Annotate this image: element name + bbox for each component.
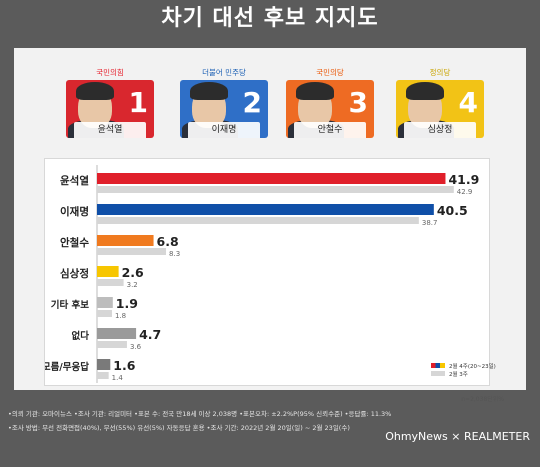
footer-line-2: •조사 방법: 무선 전화면접(40%), 무선(55%) 유선(5%) 자동응… bbox=[8, 424, 350, 432]
bar-previous bbox=[97, 186, 454, 193]
value-label-current: 1.9 bbox=[116, 296, 138, 311]
value-label-current: 2.6 bbox=[122, 265, 144, 280]
legend-label-previous: 2월 3주 bbox=[449, 372, 468, 378]
legend-label-current: 2월 4주(20~23일) bbox=[449, 364, 496, 370]
candidate-card: 정의당 4 심상정 bbox=[396, 68, 484, 138]
value-label-current: 40.5 bbox=[437, 203, 468, 218]
bar-chart: 윤석열 41.9 42.9 이재명 40.5 38.7 안철수 6.8 8.3 심상정 2.6 3.2… bbox=[42, 158, 496, 386]
candidate-photo: 3 안철수 bbox=[286, 80, 374, 138]
category-label: 심상정 bbox=[60, 267, 89, 280]
category-label: 없다 bbox=[72, 330, 90, 342]
candidate-hair bbox=[296, 82, 334, 100]
bar-current bbox=[97, 204, 434, 215]
chart-title: 차기 대선 후보 지지도 bbox=[161, 6, 379, 31]
candidate-number: 4 bbox=[458, 86, 478, 119]
candidate-photo: 2 이재명 bbox=[180, 80, 268, 138]
bar-current bbox=[97, 173, 446, 184]
bar-current bbox=[97, 297, 113, 308]
value-label-previous: 3.6 bbox=[130, 343, 142, 351]
candidate-hair bbox=[190, 82, 228, 100]
bar-current bbox=[97, 266, 119, 277]
value-label-current: 6.8 bbox=[157, 234, 179, 249]
bar-previous bbox=[97, 341, 127, 348]
bar-previous bbox=[97, 372, 109, 379]
value-label-previous: 1.8 bbox=[115, 312, 126, 320]
bar-previous bbox=[97, 217, 419, 224]
value-label-previous: 8.3 bbox=[169, 250, 180, 258]
party-name: 더불어 민주당 bbox=[202, 68, 246, 77]
value-label-previous: 38.7 bbox=[422, 219, 438, 227]
category-label: 안철수 bbox=[60, 236, 89, 249]
candidate-photo: 4 심상정 bbox=[396, 80, 484, 138]
party-name: 국민의힘 bbox=[96, 68, 124, 77]
value-label-previous: 42.9 bbox=[457, 188, 473, 196]
candidate-name: 이재명 bbox=[188, 122, 260, 138]
brand-logo: OhmyNews × REALMETER bbox=[385, 430, 530, 443]
value-label-previous: 3.2 bbox=[127, 281, 138, 289]
category-label: 모름/무응답 bbox=[45, 361, 89, 373]
candidate-number: 2 bbox=[242, 86, 262, 119]
candidate-card: 국민의당 3 안철수 bbox=[286, 68, 374, 138]
footer-line-1: •의뢰 기관: 오마이뉴스 •조사 기관: 리얼미터 •표본 수: 전국 만18… bbox=[8, 410, 392, 418]
value-label-previous: 1.4 bbox=[112, 374, 124, 382]
bar-current bbox=[97, 328, 137, 339]
candidate-hair bbox=[406, 82, 444, 100]
party-name: 국민의당 bbox=[316, 68, 344, 77]
bar-previous bbox=[97, 279, 124, 286]
chart-card: 국민의힘 1 윤석열 더불어 민주당 2 이재명 국민의당 3 안철수 정의당 4 심상정 윤석열 41… bbox=[14, 48, 526, 403]
category-label: 이재명 bbox=[60, 205, 89, 218]
bar-current bbox=[97, 359, 111, 370]
candidate-name: 윤석열 bbox=[74, 122, 146, 138]
value-label-current: 4.7 bbox=[139, 327, 161, 342]
bar-previous bbox=[97, 248, 167, 255]
value-label-current: 1.6 bbox=[113, 358, 135, 373]
legend-swatch-current bbox=[431, 363, 445, 368]
bar-current bbox=[97, 235, 154, 246]
candidate-name: 안철수 bbox=[294, 122, 366, 138]
candidate-card: 더불어 민주당 2 이재명 bbox=[180, 68, 268, 138]
sample-note: n=2,038단위% bbox=[461, 396, 504, 403]
candidate-hair bbox=[76, 82, 114, 100]
bar-chart-svg: 윤석열 41.942.9 이재명 40.538.7 안철수 6.88.3 심상정 2.63.2… bbox=[42, 165, 479, 383]
party-name: 정의당 bbox=[429, 68, 451, 77]
legend-swatch-previous bbox=[431, 371, 445, 376]
bar-previous bbox=[97, 310, 112, 317]
candidate-number: 1 bbox=[128, 86, 148, 119]
candidate-card: 국민의힘 1 윤석열 bbox=[66, 68, 154, 138]
category-label: 기타 후보 bbox=[51, 299, 90, 311]
candidate-photo: 1 윤석열 bbox=[66, 80, 154, 138]
value-label-current: 41.9 bbox=[448, 172, 479, 187]
category-label: 윤석열 bbox=[60, 174, 89, 187]
footer: •의뢰 기관: 오마이뉴스 •조사 기관: 리얼미터 •표본 수: 전국 만18… bbox=[0, 402, 540, 467]
candidate-number: 3 bbox=[348, 86, 368, 119]
candidate-name: 심상정 bbox=[404, 122, 476, 138]
